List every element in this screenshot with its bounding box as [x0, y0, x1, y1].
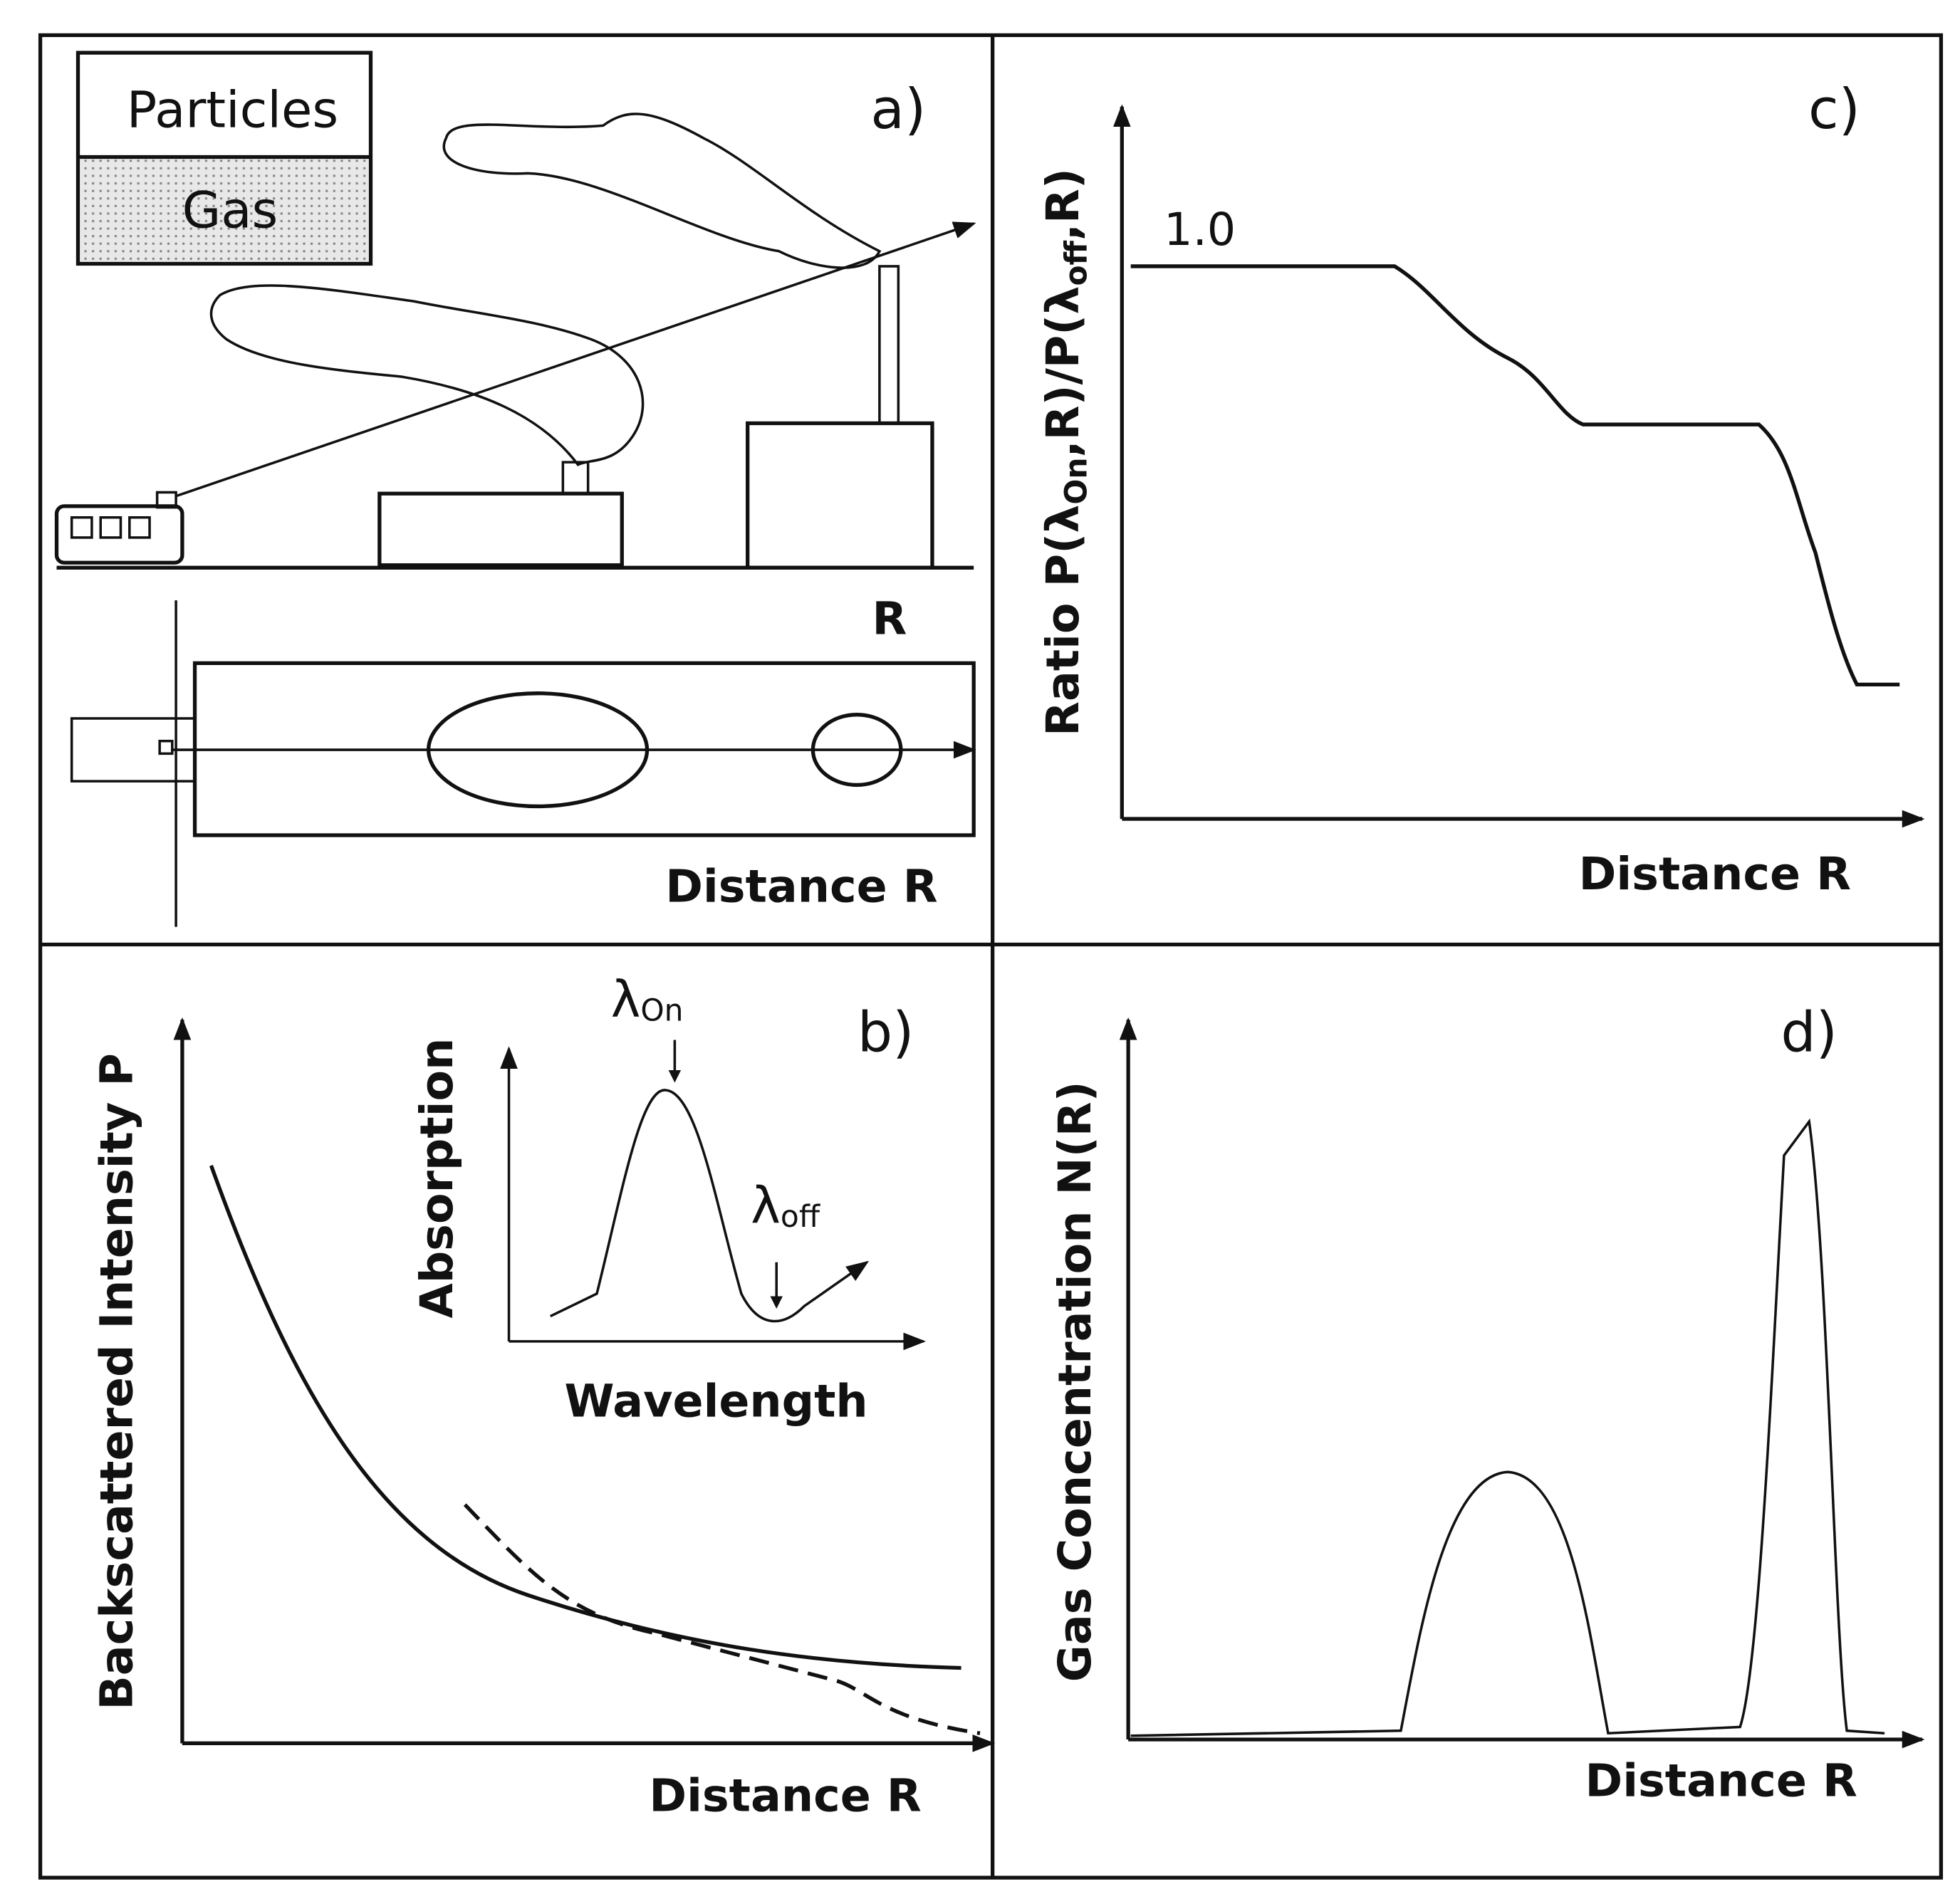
van-window: [99, 516, 123, 539]
off-curve: [209, 1165, 961, 1670]
x-axis-label: Distance R: [649, 1769, 921, 1822]
y-axis-label: Gas Concentration N(R): [1048, 1081, 1101, 1682]
ratio-curve: [1130, 264, 1900, 686]
lambda-on: λOn: [611, 970, 684, 1028]
lambda: λ: [611, 970, 641, 1028]
van-window: [128, 516, 151, 539]
panel-c: 1.0 c) Ratio P(λOn,R)/P(λoff,R) Distance…: [1036, 78, 1925, 900]
legend-gas-fill: [80, 158, 368, 261]
on-curve: [463, 1503, 981, 1735]
legend-label: Gas: [182, 181, 278, 239]
stack: [561, 461, 590, 495]
absorption-curve: [549, 1089, 870, 1323]
x-axis-label: Distance R: [665, 859, 937, 912]
concentration-curve: [1130, 1118, 1885, 1737]
x-axis-label: Distance R: [1579, 847, 1851, 900]
stack: [878, 265, 900, 425]
panel-label: d): [1781, 1001, 1838, 1065]
lambda-off: λoff: [751, 1176, 820, 1234]
level-label: 1.0: [1164, 203, 1236, 256]
panel-d: d) Gas Concentration N(R) Distance R: [1048, 1001, 1925, 1806]
van-window: [70, 516, 93, 539]
van: [54, 504, 184, 565]
panel-a: Particles Gas a) R Distance R: [54, 51, 976, 927]
panel-label: c): [1808, 78, 1860, 142]
y-axis-label: Backscattered Intensity P: [90, 1053, 142, 1710]
beam: [175, 221, 976, 498]
x-axis-label: Distance R: [1585, 1754, 1857, 1806]
lambda: λ: [751, 1176, 781, 1234]
y-label-part: ,R)/P(λ: [1036, 286, 1089, 457]
panel-label: a): [870, 78, 926, 142]
legend-label: Particles: [127, 80, 338, 139]
range-label: R: [872, 592, 907, 645]
y-label-part: ,R): [1036, 168, 1089, 241]
building: [746, 421, 934, 570]
smoke-cloud: [442, 113, 882, 269]
y-label-sub: On: [1058, 457, 1093, 504]
building: [377, 491, 624, 567]
y-label-sub: off: [1058, 240, 1093, 286]
inset-x-label: Wavelength: [564, 1375, 867, 1428]
outer-frame: [38, 33, 1944, 1880]
y-axis-label: Ratio P(λOn,R)/P(λoff,R): [1036, 168, 1094, 736]
inset-y-label: Absorption: [410, 1038, 463, 1319]
smoke-cloud: [209, 284, 645, 466]
y-label-part: Ratio P(λ: [1036, 505, 1089, 736]
lidar-top: [158, 739, 174, 755]
lambda-sub: off: [781, 1199, 820, 1234]
lidar: [155, 491, 177, 509]
panel-b: b) Backscattered Intensity P Distance R …: [90, 970, 996, 1822]
lambda-sub: On: [640, 993, 683, 1027]
panel-label: b): [858, 1001, 914, 1065]
